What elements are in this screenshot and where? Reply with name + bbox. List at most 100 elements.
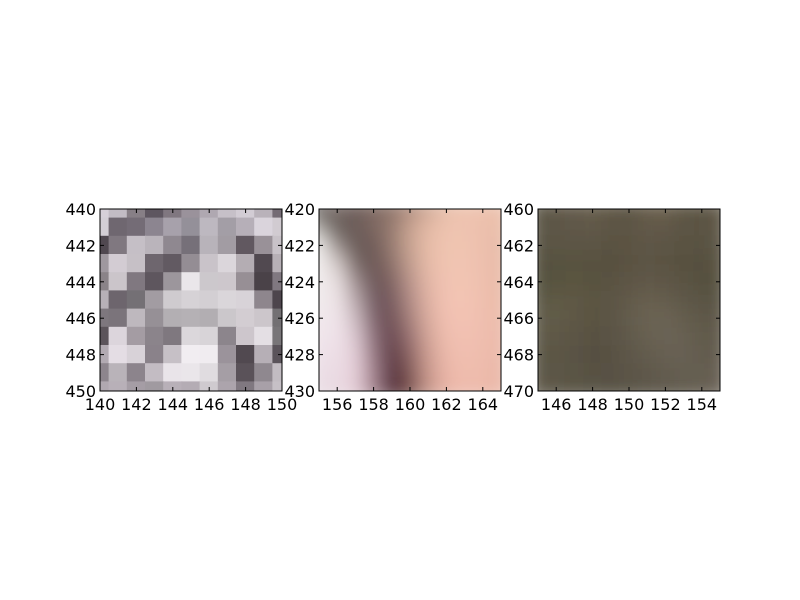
image-cell [364,217,384,237]
image-cell [436,217,456,237]
image-cell [199,363,219,383]
image-cell [217,254,237,274]
image-cell [319,254,329,274]
image-cell [601,272,621,292]
image-cell [382,254,402,274]
image-cell [345,381,365,391]
image-cell [436,345,456,365]
image-cell [108,308,128,328]
image-cell [108,381,128,391]
image-cell [145,235,165,255]
image-cell [491,326,501,346]
image-cell [418,272,438,292]
axes-3: 146 148 150 152 154 460 462 464 466 468 470 [503,200,721,414]
image-cell [100,363,110,383]
image-cell [400,217,420,237]
image-cell [364,290,384,310]
image-cell [619,326,639,346]
image-cell [181,235,201,255]
y-tick-label: 430 [284,382,315,401]
x-tick-label: 164 [468,395,499,414]
image-cell [655,363,675,383]
image-cell [538,272,548,292]
image-cell [126,363,146,383]
image-cell [181,290,201,310]
image-cell [145,326,165,346]
image-cell [199,254,219,274]
image-cell [199,235,219,255]
image-cell [382,272,402,292]
image-cell [546,235,566,255]
image-cell [345,345,365,365]
image-cell [674,209,694,219]
image-cell [126,272,146,292]
image-cell [455,217,475,237]
image-cell [710,272,720,292]
image-cell [126,381,146,391]
image-cell [254,308,274,328]
image-cell [100,272,110,292]
y-tick-label: 424 [284,273,315,292]
image-cell [181,254,201,274]
image-cell [491,308,501,328]
image-cell [364,235,384,255]
image-cell [199,217,219,237]
image-cell [710,254,720,274]
image-cell [455,326,475,346]
y-tick-label: 440 [65,200,96,219]
image-cell [108,272,128,292]
image-cell [491,209,501,219]
image-cell [327,308,347,328]
image-cell [692,254,712,274]
image-cell [491,217,501,237]
y-tick-label: 420 [284,200,315,219]
image-cell [236,345,256,365]
image-cell [619,209,639,219]
image-cell [217,381,237,391]
axes-frame [99,208,283,392]
image-cell [710,345,720,365]
image-cell [345,272,365,292]
x-tick-label: 142 [121,395,152,414]
image-cell [473,290,493,310]
image-cell [546,308,566,328]
image-cell [674,272,694,292]
y-tick-label: 426 [284,309,315,328]
image-cell [436,209,456,219]
image-cell [319,209,329,219]
image-cell [601,381,621,391]
image-cell [583,326,603,346]
image-cell [601,308,621,328]
image-cell [400,381,420,391]
image-cell [217,235,237,255]
image-cell [491,345,501,365]
image-cell [692,363,712,383]
image-cell [272,209,282,219]
image-cell [418,217,438,237]
image-cell [455,381,475,391]
image-cell [236,308,256,328]
image-cell [655,254,675,274]
x-tick-label: 156 [322,395,353,414]
image-cell [637,272,657,292]
image-cell [583,308,603,328]
image-cell [692,308,712,328]
image-cell [327,272,347,292]
image-cell [674,345,694,365]
image-cell [364,272,384,292]
image-cell [319,217,329,237]
image-cell [272,217,282,237]
image-cell [637,290,657,310]
image-cell [473,209,493,219]
image-cell [382,345,402,365]
image-cell [163,209,183,219]
image-cell [364,308,384,328]
image-cell [601,254,621,274]
image-cell [163,235,183,255]
image-cell [601,363,621,383]
image-cell [674,326,694,346]
y-tick-label: 460 [503,200,534,219]
image-cell [345,209,365,219]
image-cell [436,290,456,310]
